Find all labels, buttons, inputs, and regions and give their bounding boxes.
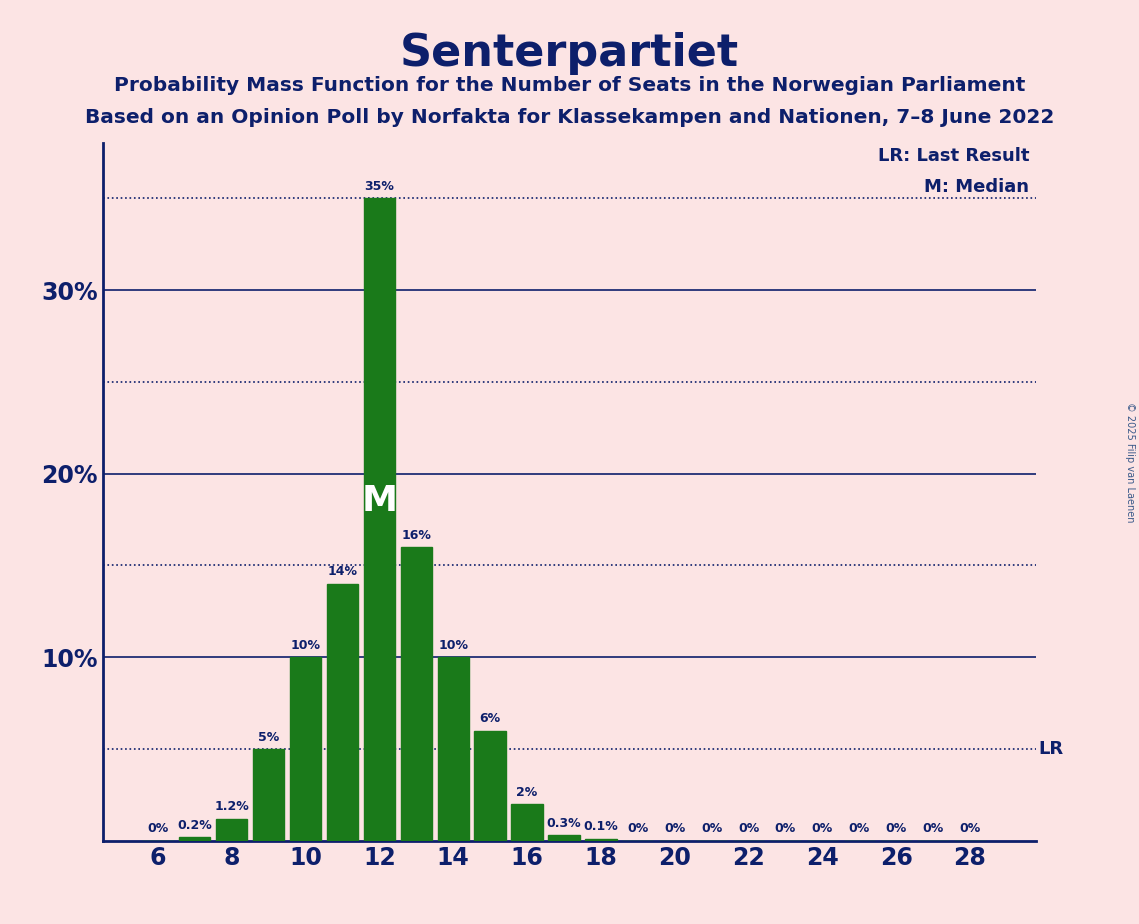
Text: 10%: 10% <box>290 638 320 651</box>
Text: Based on an Opinion Poll by Norfakta for Klassekampen and Nationen, 7–8 June 202: Based on an Opinion Poll by Norfakta for… <box>84 108 1055 128</box>
Text: M: M <box>361 484 398 518</box>
Bar <box>401 547 432 841</box>
Text: 10%: 10% <box>439 638 468 651</box>
Bar <box>179 837 211 841</box>
Text: 0.1%: 0.1% <box>583 821 618 833</box>
Text: 0%: 0% <box>664 822 686 835</box>
Text: 1.2%: 1.2% <box>214 800 249 813</box>
Text: M: Median: M: Median <box>924 178 1030 196</box>
Text: 0%: 0% <box>849 822 870 835</box>
Text: Probability Mass Function for the Number of Seats in the Norwegian Parliament: Probability Mass Function for the Number… <box>114 76 1025 95</box>
Text: 35%: 35% <box>364 180 394 193</box>
Bar <box>585 839 616 841</box>
Text: Senterpartiet: Senterpartiet <box>400 32 739 76</box>
Text: 0%: 0% <box>700 822 722 835</box>
Bar <box>363 199 395 841</box>
Text: 0%: 0% <box>923 822 944 835</box>
Text: 0%: 0% <box>775 822 796 835</box>
Text: 0%: 0% <box>959 822 981 835</box>
Text: 0%: 0% <box>886 822 907 835</box>
Bar <box>253 749 285 841</box>
Text: © 2025 Filip van Laenen: © 2025 Filip van Laenen <box>1125 402 1134 522</box>
Text: 0%: 0% <box>147 822 169 835</box>
Text: 5%: 5% <box>259 731 279 744</box>
Text: 14%: 14% <box>328 565 358 578</box>
Text: 0%: 0% <box>812 822 833 835</box>
Text: LR: LR <box>1039 740 1064 758</box>
Bar <box>216 819 247 841</box>
Bar <box>437 657 469 841</box>
Bar <box>548 835 580 841</box>
Text: 0%: 0% <box>738 822 760 835</box>
Text: 0%: 0% <box>628 822 648 835</box>
Text: 0.3%: 0.3% <box>547 817 581 830</box>
Bar <box>475 731 506 841</box>
Bar <box>327 584 358 841</box>
Text: 0.2%: 0.2% <box>178 819 212 832</box>
Text: 2%: 2% <box>516 785 538 798</box>
Text: 16%: 16% <box>401 529 432 541</box>
Bar <box>511 804 543 841</box>
Bar <box>289 657 321 841</box>
Text: 6%: 6% <box>480 712 501 725</box>
Text: LR: Last Result: LR: Last Result <box>878 147 1030 164</box>
